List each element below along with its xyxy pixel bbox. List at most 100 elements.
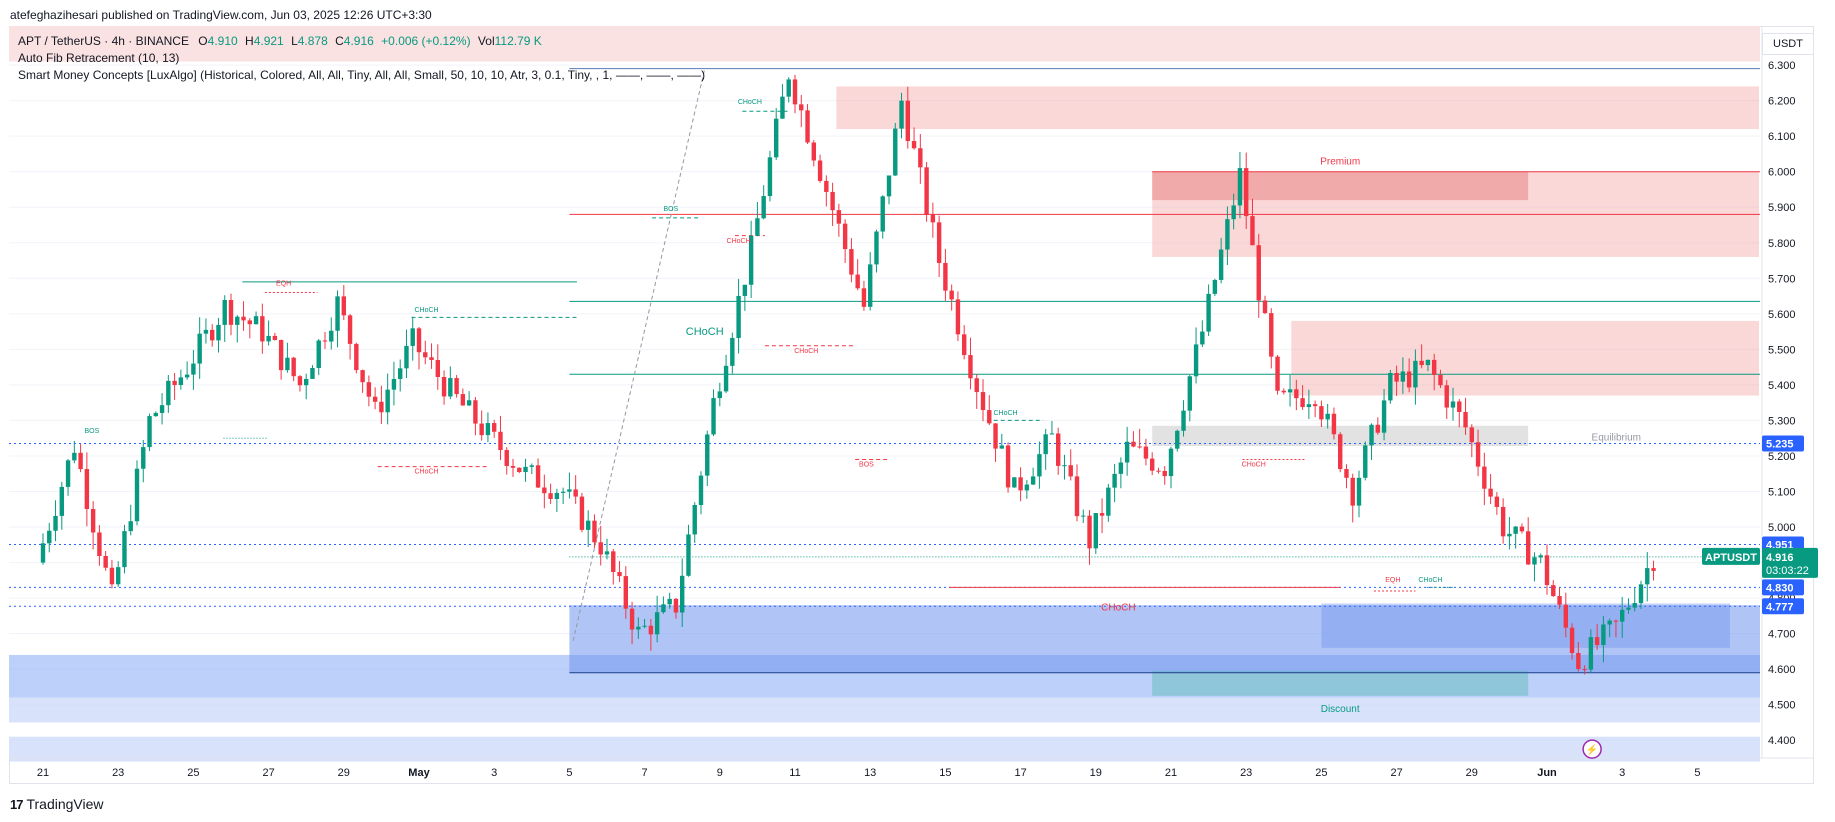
candle-body bbox=[1482, 466, 1487, 489]
price-axis-tick: 6.200 bbox=[1768, 96, 1796, 108]
price-axis-tick: 5.300 bbox=[1768, 415, 1796, 427]
candle-body bbox=[122, 531, 127, 568]
legend-vol-label: Vol bbox=[477, 34, 495, 48]
candle-body bbox=[1037, 454, 1042, 477]
structure-label-eqh: EQH bbox=[276, 280, 291, 287]
currency-button[interactable]: USDT bbox=[1762, 33, 1814, 55]
candle-body bbox=[84, 469, 90, 510]
time-axis-tick: 21 bbox=[37, 767, 49, 779]
candle-body bbox=[761, 196, 766, 219]
legend-symbol[interactable]: APT / TetherUS · 4h · BINANCE bbox=[18, 34, 189, 48]
candle-body bbox=[642, 625, 647, 627]
premium-label: Premium bbox=[1320, 157, 1360, 168]
candle-body bbox=[510, 465, 516, 468]
candle-body bbox=[266, 335, 271, 342]
candle-body bbox=[1049, 433, 1055, 435]
legend-indicator-fib[interactable]: Auto Fib Retracement (10, 13) bbox=[18, 51, 180, 65]
candle-body bbox=[1244, 168, 1249, 217]
candle-body bbox=[416, 328, 422, 353]
candle-body bbox=[667, 598, 672, 605]
candle-body bbox=[905, 100, 910, 142]
price-axis-tick: 5.900 bbox=[1768, 202, 1796, 214]
candle-body bbox=[1425, 359, 1431, 366]
legend-indicator-smc[interactable]: Smart Money Concepts [LuxAlgo] (Historic… bbox=[18, 68, 706, 82]
candle-body bbox=[1475, 442, 1481, 467]
candle-body bbox=[1056, 433, 1061, 466]
legend-close-label: C bbox=[335, 34, 344, 48]
candle-body bbox=[855, 274, 860, 289]
candle-body bbox=[1576, 653, 1581, 669]
candle-body bbox=[767, 157, 773, 197]
candle-body bbox=[1601, 624, 1606, 645]
candle-body bbox=[1356, 477, 1362, 506]
candle-body bbox=[611, 551, 616, 572]
candle-body bbox=[1269, 313, 1274, 357]
time-axis-tick: 27 bbox=[262, 767, 274, 779]
structure-label-choch: CHoCH bbox=[414, 469, 438, 476]
candle-body bbox=[567, 489, 572, 492]
structure-label-bos: BOS bbox=[859, 462, 874, 469]
legend-open-label: O bbox=[198, 34, 208, 48]
candle-body bbox=[1294, 389, 1299, 399]
candle-body bbox=[329, 330, 334, 342]
candle-body bbox=[1143, 446, 1149, 459]
candle-body bbox=[893, 128, 898, 176]
time-axis-tick: 25 bbox=[1315, 767, 1327, 779]
candle-body bbox=[930, 214, 936, 223]
chart-canvas[interactable]: CHoCH CHoCH CHoCH CHoCH CHoCH CHoCH CHoCH CHoCH… bbox=[0, 0, 1835, 790]
time-axis-tick: 19 bbox=[1090, 767, 1102, 779]
candle-body bbox=[1551, 585, 1556, 597]
legend-high-label: H bbox=[245, 34, 254, 48]
candle-body bbox=[291, 357, 296, 377]
candle-body bbox=[842, 223, 848, 250]
time-axis-tick: 29 bbox=[338, 767, 350, 779]
candle-body bbox=[861, 288, 867, 307]
price-axis-tick: 5.800 bbox=[1768, 238, 1796, 250]
candle-body bbox=[949, 290, 954, 300]
order-block-bearish bbox=[836, 86, 1759, 130]
candle-body bbox=[817, 160, 823, 181]
candle-body bbox=[454, 378, 459, 395]
tradingview-footer[interactable]: 17 TradingView bbox=[10, 796, 104, 812]
candle-body bbox=[673, 598, 679, 613]
candle-body bbox=[1526, 531, 1531, 565]
candle-body bbox=[216, 324, 221, 341]
legend-low: 4.878 bbox=[297, 34, 328, 48]
premium-zone-core bbox=[1152, 171, 1529, 201]
candle-body bbox=[918, 148, 923, 168]
candle-body bbox=[880, 196, 885, 232]
structure-label-bos: BOS bbox=[664, 206, 679, 213]
countdown-text: 03:03:22 bbox=[1766, 565, 1809, 577]
candle-body bbox=[1312, 404, 1318, 407]
time-axis-tick: 11 bbox=[789, 767, 800, 779]
candle-body bbox=[1156, 470, 1161, 472]
candle-body bbox=[360, 370, 365, 383]
structure-label-bos: BOS bbox=[84, 428, 99, 435]
candle-body bbox=[40, 543, 46, 563]
symbol-tag-text: APTUSDT bbox=[1705, 552, 1757, 564]
candle-body bbox=[1131, 441, 1136, 447]
price-axis-tick: 6.100 bbox=[1768, 131, 1796, 143]
time-axis-tick: 25 bbox=[187, 767, 199, 779]
candle-body bbox=[1331, 413, 1337, 435]
candle-body bbox=[523, 466, 528, 473]
candle-body bbox=[304, 378, 309, 386]
discount-label: Discount bbox=[1321, 704, 1360, 715]
candle-body bbox=[1137, 446, 1142, 448]
candle-body bbox=[1557, 596, 1562, 605]
discount-band-lower bbox=[9, 697, 1760, 723]
candle-body bbox=[404, 345, 409, 369]
legend-high: 4.921 bbox=[253, 34, 284, 48]
candle-body bbox=[59, 486, 64, 516]
time-axis-tick: 3 bbox=[491, 767, 497, 779]
candle-body bbox=[698, 475, 704, 505]
price-axis-tick: 4.600 bbox=[1768, 664, 1796, 676]
candle-body bbox=[1250, 216, 1255, 246]
candle-body bbox=[962, 334, 967, 356]
price-axis-tick: 5.200 bbox=[1768, 451, 1796, 463]
candle-body bbox=[1093, 513, 1098, 549]
candle-body bbox=[742, 284, 748, 296]
candle-body bbox=[498, 431, 503, 451]
candle-body bbox=[629, 608, 635, 630]
candle-body bbox=[573, 489, 578, 497]
